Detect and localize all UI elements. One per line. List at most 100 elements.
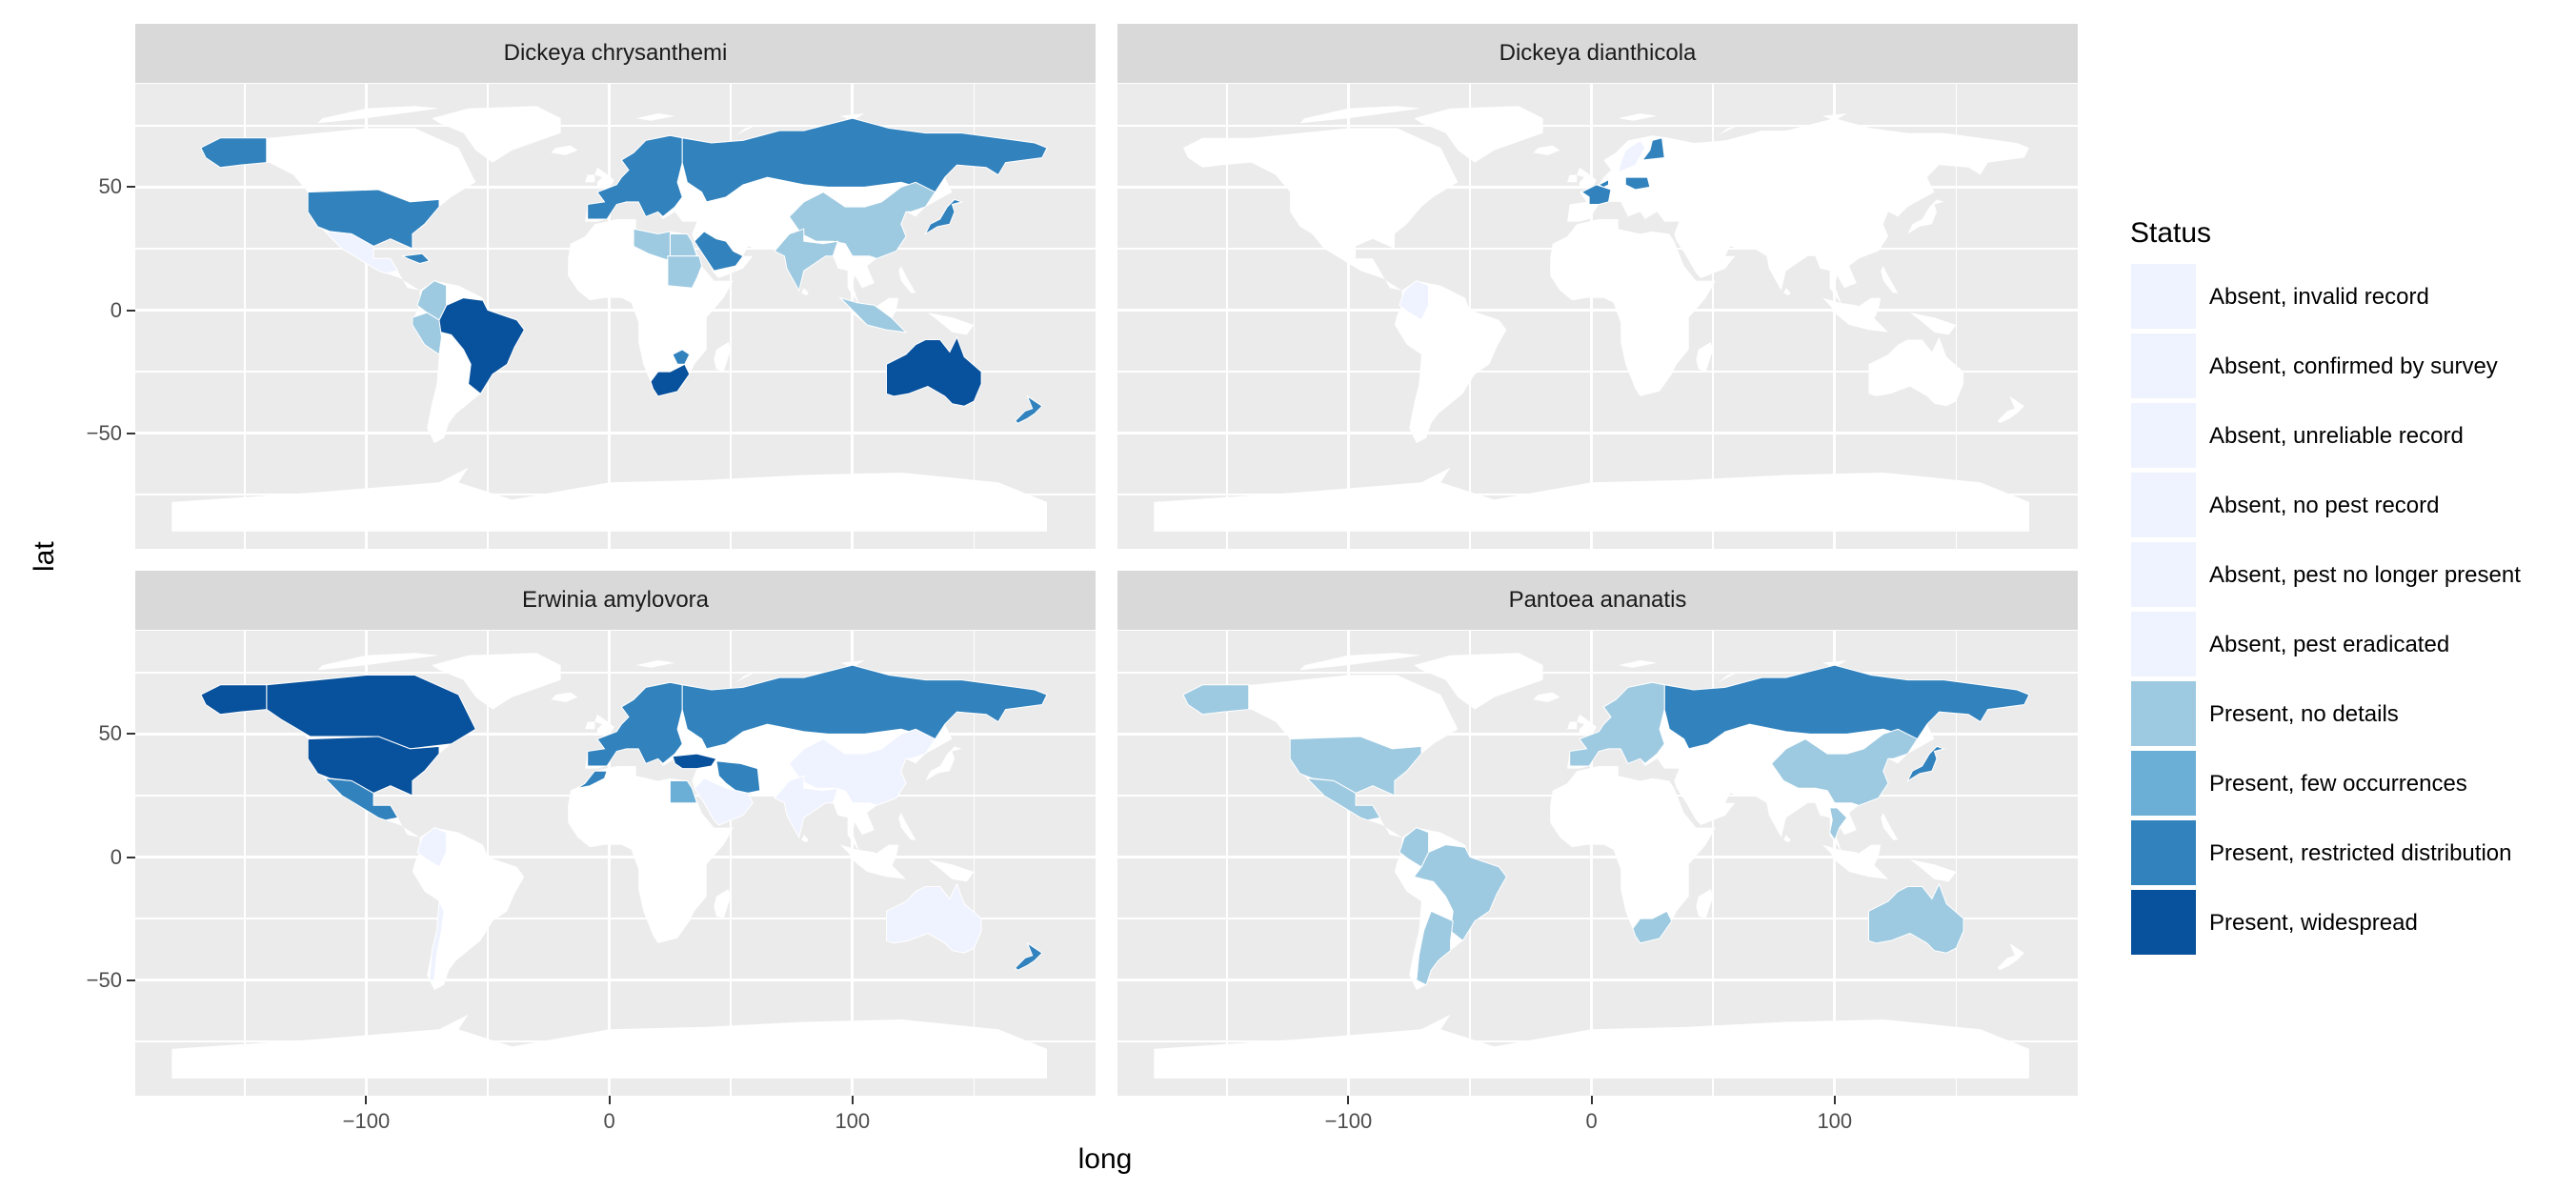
y-tick [127, 979, 135, 981]
land-ireland [585, 721, 595, 730]
x-axis-title: long [1077, 1143, 1133, 1175]
land-png [1909, 313, 1957, 335]
gridline [1117, 125, 2078, 127]
land-uk [594, 167, 614, 188]
land-africa [1550, 766, 1716, 943]
land-greenland [432, 106, 561, 163]
land-philippines [1881, 813, 1899, 840]
x-tick-label: 100 [1817, 1109, 1853, 1133]
country-morocco [577, 770, 608, 789]
land-africa [1550, 219, 1716, 396]
legend-key [2130, 472, 2197, 538]
land-greenland [432, 653, 561, 710]
country-indonesia [838, 296, 908, 333]
country-india [774, 228, 839, 293]
legend-label: Absent, pest no longer present [2209, 562, 2521, 588]
gridline [135, 918, 1096, 919]
land-uk [594, 714, 614, 735]
legend-key [2130, 402, 2197, 469]
land-samerica [412, 827, 525, 990]
land-srilanka [801, 835, 809, 843]
land-japan [1907, 199, 1944, 234]
land-svalbard [1618, 660, 1658, 668]
land-japan [925, 746, 962, 781]
gridline [973, 631, 976, 1096]
gridline [1117, 371, 2078, 373]
country-colombia [1399, 827, 1430, 868]
country-united-states [307, 736, 440, 797]
x-tick-label: 100 [835, 1109, 871, 1133]
land-iceland [1533, 145, 1560, 155]
country-sweden [1617, 139, 1646, 173]
land-srilanka [1783, 835, 1791, 843]
land-sumatra [840, 844, 868, 872]
facet-strip: Erwinia amylovora [135, 571, 1096, 630]
gridline [135, 432, 1096, 435]
y-tick-label: 50 [98, 174, 122, 199]
country-south-africa [650, 363, 691, 397]
country-finland [1641, 137, 1665, 161]
land-philippines [1881, 266, 1899, 293]
legend-key [2130, 541, 2197, 608]
legend-key [2130, 680, 2197, 747]
land-indonesia [1822, 297, 1888, 333]
gridline [1590, 84, 1594, 549]
land-sevzem [1822, 660, 1847, 668]
country-egypt [669, 233, 698, 257]
land-uk [1577, 714, 1597, 735]
country-china [1770, 728, 1919, 806]
land-borneo [1856, 844, 1882, 867]
land-iceland [551, 145, 578, 155]
country-mexico [1305, 777, 1381, 821]
world-map [1154, 106, 2029, 532]
legend-label: Present, widespread [2209, 910, 2418, 936]
country-chile [429, 899, 445, 981]
land-sumatra [1822, 844, 1850, 872]
land-madagascar [1696, 889, 1714, 919]
x-tick [608, 1096, 611, 1104]
country-japan [1906, 745, 1946, 782]
y-tick [127, 856, 135, 858]
legend-label: Absent, invalid record [2209, 284, 2429, 310]
gridline [135, 979, 1096, 982]
legend-key [2130, 263, 2197, 330]
legend-key [2130, 819, 2197, 886]
y-tick-label: 50 [98, 721, 122, 746]
land-nz [1997, 395, 2024, 424]
legend-label: Present, few occurrences [2209, 771, 2467, 797]
x-tick-label: 0 [603, 1109, 615, 1133]
country-india [774, 775, 839, 839]
land-madagascar [1696, 342, 1714, 373]
gridline [135, 371, 1096, 373]
land-png [1909, 859, 1957, 882]
gridline [1226, 84, 1228, 549]
gridline [1833, 631, 1837, 1096]
gridline [1117, 432, 2078, 435]
y-axis-title: lat [29, 541, 60, 572]
country-australia [886, 335, 982, 407]
country-europe [587, 134, 683, 220]
x-tick [365, 1096, 368, 1104]
country-france [1580, 184, 1612, 205]
gridline [1117, 309, 2078, 313]
country-mexico [323, 777, 399, 821]
facet-strip: Dickeya dianthicola [1117, 24, 2078, 83]
country-colombia [416, 827, 448, 868]
country-alaska [1182, 684, 1250, 716]
x-tick-label: −100 [1324, 1109, 1373, 1133]
x-tick [1347, 1096, 1350, 1104]
land-antarctica [1154, 1014, 2029, 1079]
x-tick [851, 1096, 854, 1104]
land-philippines [898, 266, 916, 293]
map-panel [1117, 84, 2078, 549]
legend-label: Present, restricted distribution [2209, 840, 2512, 866]
land-sevzem [1822, 113, 1847, 121]
land-borneo [874, 844, 899, 867]
country-south-africa [1632, 910, 1673, 944]
land-svalbard [635, 113, 675, 121]
land-indonesia [1822, 844, 1888, 879]
land-canarch [317, 106, 439, 124]
land-canarch [1299, 106, 1421, 124]
map-panel [1117, 631, 2078, 1096]
